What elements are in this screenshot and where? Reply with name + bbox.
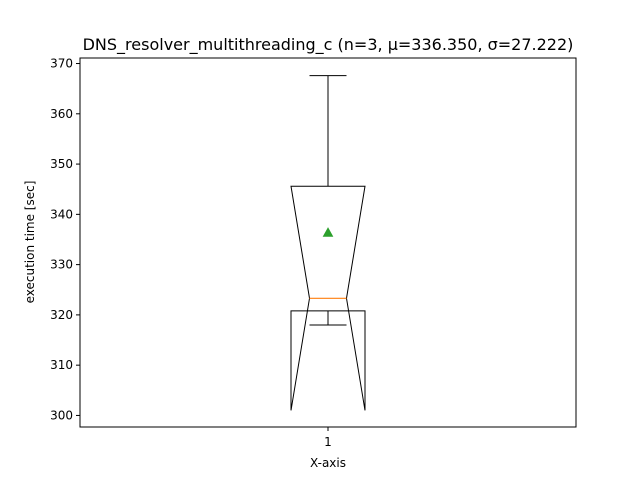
y-tick-label: 340 xyxy=(50,207,73,221)
mean-marker xyxy=(322,227,334,237)
chart-title: DNS_resolver_multithreading_c (n=3, μ=33… xyxy=(83,35,574,55)
box-body xyxy=(290,185,366,411)
y-tick-label: 360 xyxy=(50,107,73,121)
x-axis: 1 xyxy=(324,427,332,449)
y-tick-label: 330 xyxy=(50,258,73,272)
box-plot-series xyxy=(290,75,366,411)
x-axis-label: X-axis xyxy=(310,456,346,470)
x-tick-label: 1 xyxy=(324,435,332,449)
y-tick-label: 320 xyxy=(50,308,73,322)
y-axis-label: execution time [sec] xyxy=(23,181,37,304)
y-tick-label: 300 xyxy=(50,408,73,422)
y-tick-label: 350 xyxy=(50,157,73,171)
y-tick-label: 310 xyxy=(50,358,73,372)
y-axis: 300 310 320 330 340 350 360 370 xyxy=(50,57,80,422)
y-tick-label: 370 xyxy=(50,57,73,71)
